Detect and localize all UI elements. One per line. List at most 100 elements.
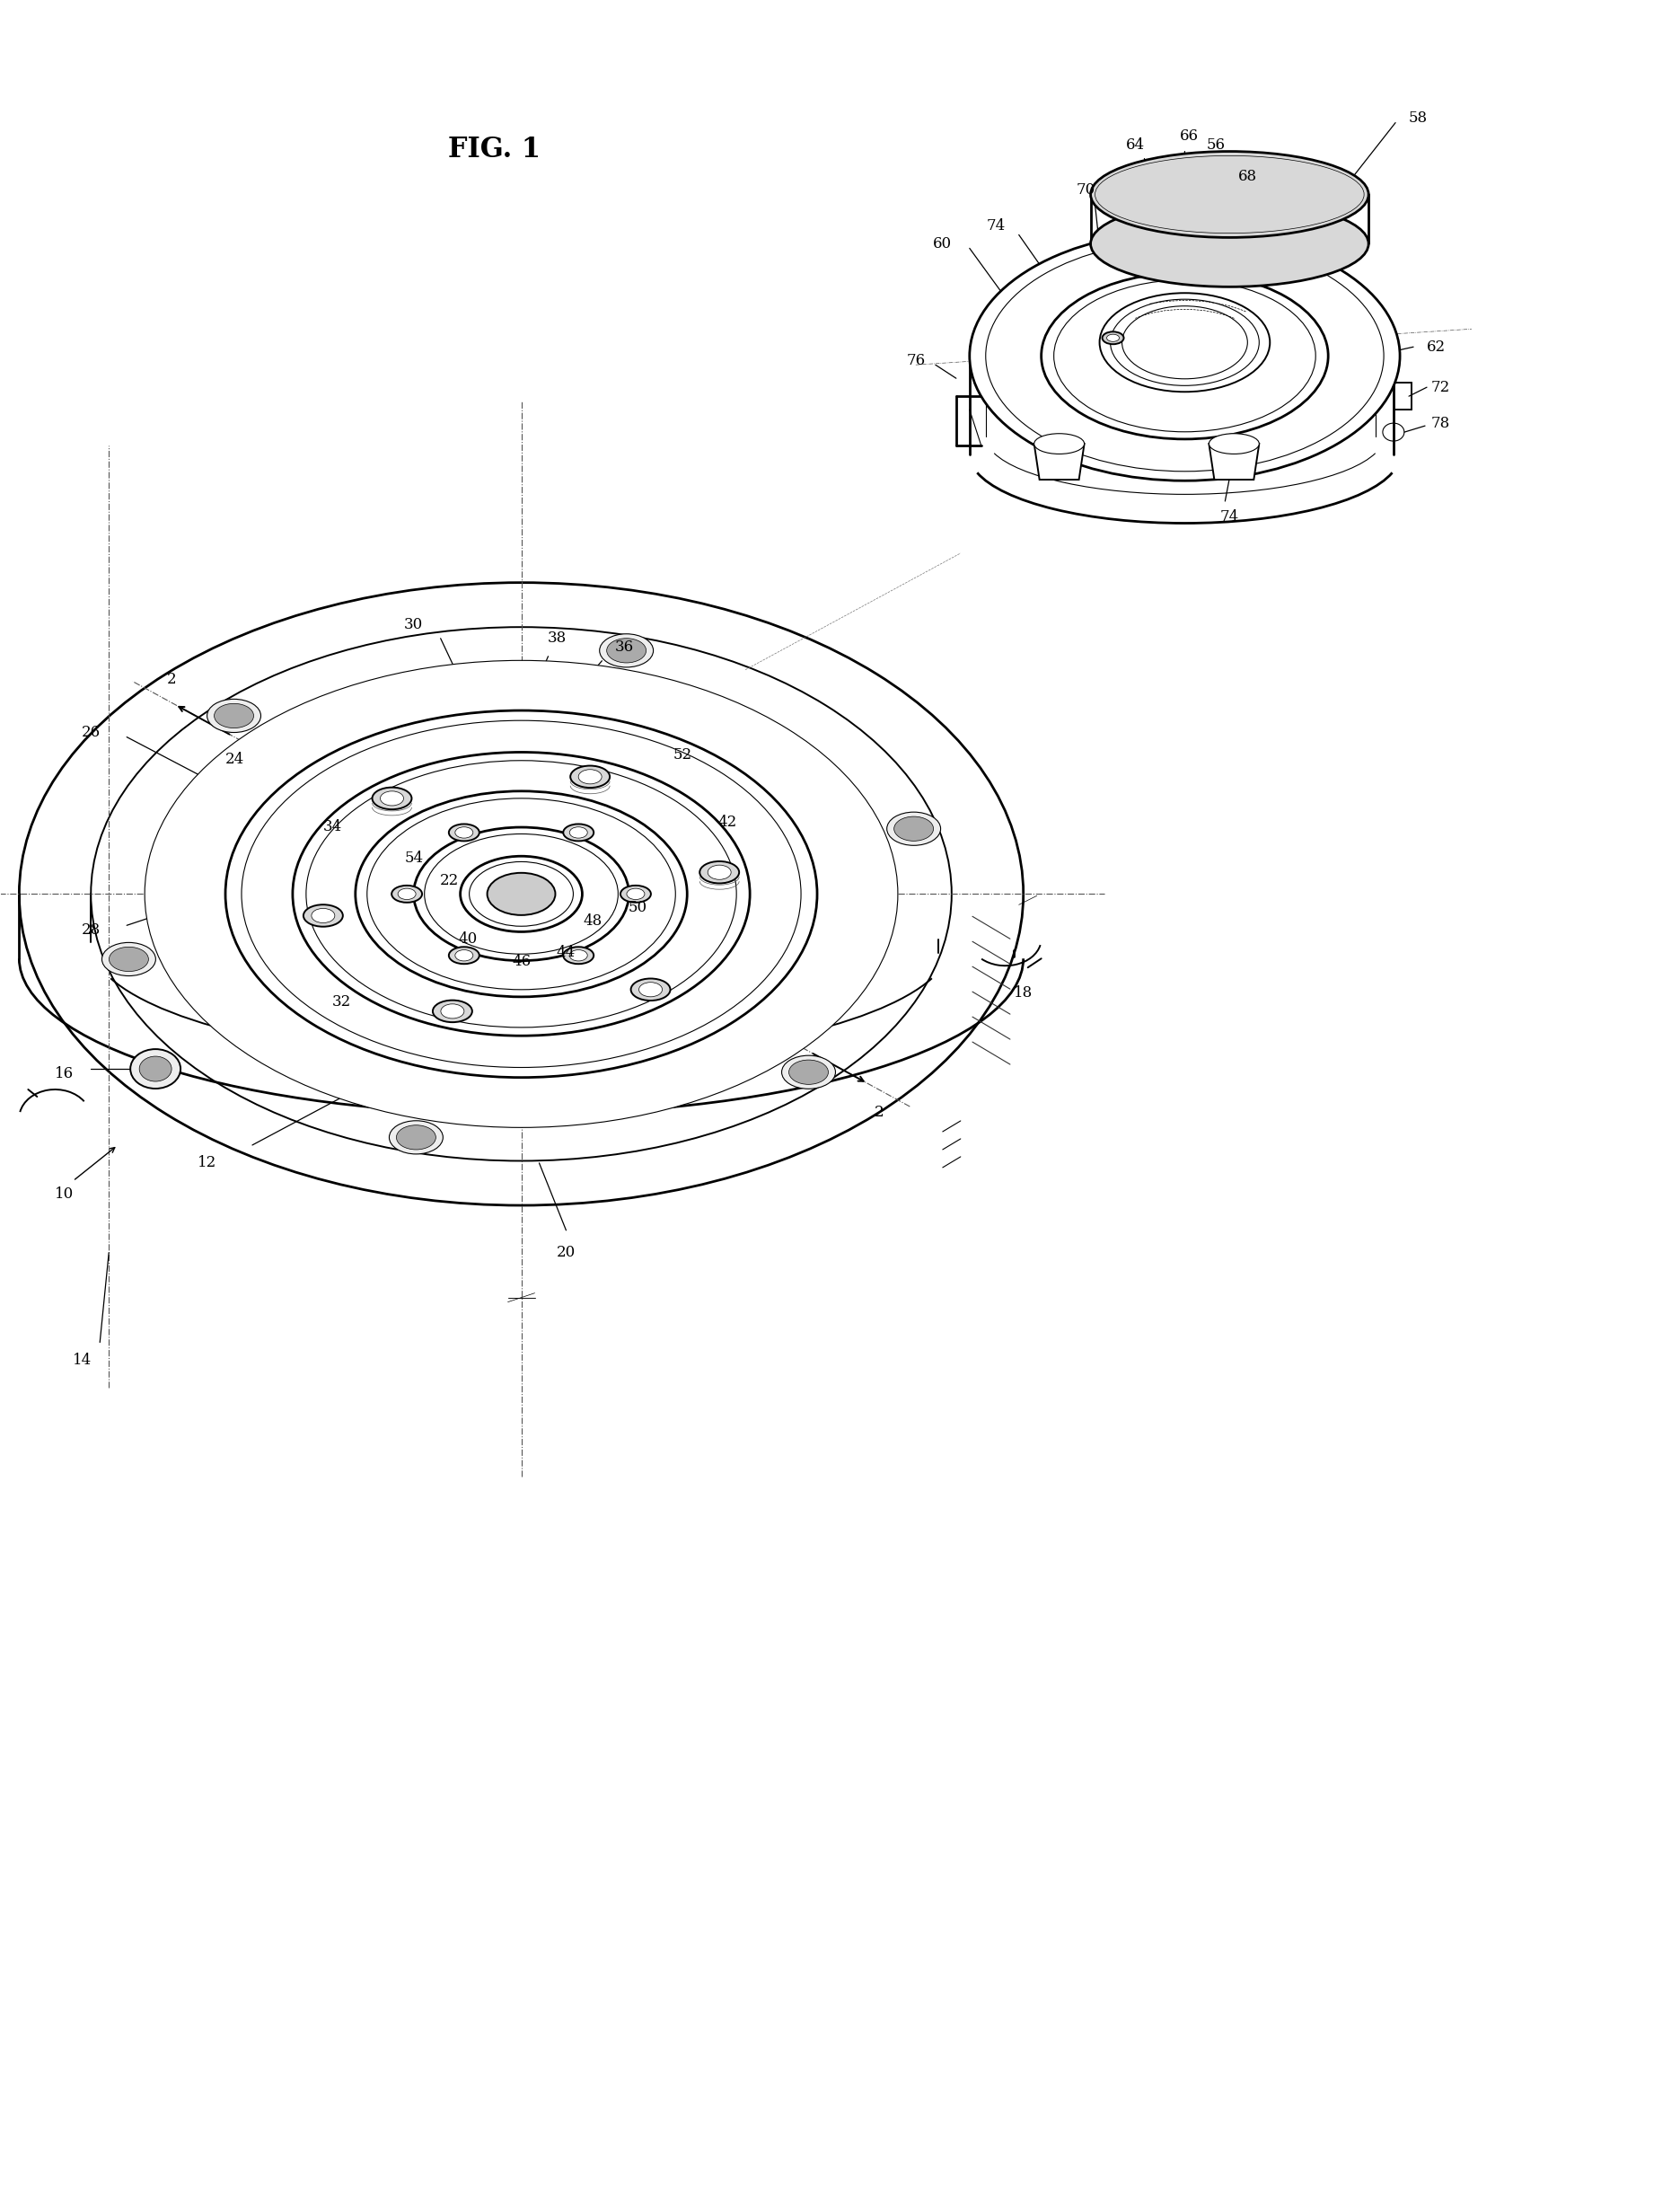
Ellipse shape — [102, 942, 156, 975]
Ellipse shape — [455, 951, 474, 962]
Ellipse shape — [1053, 279, 1315, 433]
Ellipse shape — [1102, 332, 1124, 345]
Text: 36: 36 — [615, 639, 633, 654]
Ellipse shape — [215, 703, 254, 729]
Ellipse shape — [398, 889, 417, 900]
Text: 28: 28 — [81, 922, 101, 938]
Text: 20: 20 — [556, 1245, 576, 1261]
Ellipse shape — [894, 817, 934, 841]
Text: 14: 14 — [72, 1353, 91, 1368]
Text: 50: 50 — [628, 900, 647, 916]
Ellipse shape — [306, 760, 736, 1028]
Ellipse shape — [390, 1120, 444, 1155]
Text: 2: 2 — [168, 672, 176, 687]
Ellipse shape — [18, 582, 1023, 1206]
Text: 16: 16 — [54, 1065, 74, 1080]
Text: 70: 70 — [1077, 182, 1095, 198]
Text: 42: 42 — [717, 815, 738, 830]
Text: 10: 10 — [54, 1186, 74, 1201]
Ellipse shape — [139, 1056, 171, 1080]
Polygon shape — [1035, 444, 1084, 479]
Ellipse shape — [627, 889, 645, 900]
Ellipse shape — [1090, 152, 1369, 237]
Ellipse shape — [144, 661, 897, 1127]
Ellipse shape — [225, 712, 816, 1078]
Text: 78: 78 — [1431, 415, 1450, 430]
Ellipse shape — [578, 769, 601, 784]
Ellipse shape — [638, 982, 662, 997]
Ellipse shape — [1107, 334, 1119, 343]
Ellipse shape — [304, 905, 343, 927]
Text: 18: 18 — [1013, 986, 1033, 999]
Text: 72: 72 — [1431, 380, 1450, 395]
Text: 12: 12 — [198, 1155, 217, 1170]
Ellipse shape — [91, 628, 951, 1162]
Ellipse shape — [380, 791, 403, 806]
Ellipse shape — [781, 1056, 835, 1089]
Ellipse shape — [425, 834, 618, 953]
Text: 48: 48 — [583, 914, 603, 929]
Ellipse shape — [570, 951, 588, 962]
Ellipse shape — [433, 999, 472, 1021]
Ellipse shape — [449, 946, 479, 964]
Text: 46: 46 — [512, 953, 531, 968]
Ellipse shape — [366, 799, 675, 990]
Text: 34: 34 — [324, 819, 343, 834]
Ellipse shape — [460, 856, 583, 931]
Text: 76: 76 — [906, 354, 926, 369]
Text: FIG. 1: FIG. 1 — [449, 136, 541, 163]
Text: 56: 56 — [1206, 138, 1225, 154]
Text: 60: 60 — [932, 237, 953, 250]
Text: 62: 62 — [1426, 338, 1445, 354]
Text: 54: 54 — [405, 850, 423, 865]
Ellipse shape — [109, 946, 148, 971]
Text: 38: 38 — [548, 630, 566, 646]
Ellipse shape — [986, 239, 1384, 472]
Text: 52: 52 — [674, 747, 692, 762]
Text: 44: 44 — [556, 944, 576, 960]
Ellipse shape — [373, 788, 412, 810]
Ellipse shape — [620, 885, 650, 903]
Ellipse shape — [632, 979, 670, 1001]
Ellipse shape — [1110, 299, 1258, 386]
Ellipse shape — [292, 753, 749, 1037]
Ellipse shape — [1122, 305, 1248, 380]
Ellipse shape — [563, 946, 593, 964]
Ellipse shape — [131, 1050, 180, 1089]
Ellipse shape — [455, 828, 474, 839]
Ellipse shape — [440, 1004, 464, 1019]
Ellipse shape — [207, 698, 260, 733]
Ellipse shape — [699, 861, 739, 883]
Text: 22: 22 — [440, 872, 459, 887]
Ellipse shape — [570, 828, 588, 839]
Text: 74: 74 — [1220, 509, 1240, 525]
Text: 32: 32 — [333, 995, 351, 1010]
Ellipse shape — [1090, 200, 1369, 288]
Text: 68: 68 — [1238, 169, 1257, 184]
Ellipse shape — [487, 872, 556, 916]
Text: 74: 74 — [986, 217, 1006, 233]
Polygon shape — [1210, 444, 1258, 479]
Ellipse shape — [606, 639, 647, 663]
Ellipse shape — [396, 1124, 435, 1151]
Ellipse shape — [969, 231, 1399, 481]
Text: 30: 30 — [405, 617, 423, 632]
Text: 64: 64 — [1126, 138, 1144, 154]
Ellipse shape — [570, 766, 610, 788]
Text: 58: 58 — [1408, 110, 1428, 125]
Ellipse shape — [1100, 292, 1270, 391]
Ellipse shape — [790, 1061, 828, 1085]
Ellipse shape — [887, 813, 941, 845]
Ellipse shape — [413, 828, 628, 960]
Text: 26: 26 — [81, 725, 101, 740]
Ellipse shape — [1035, 433, 1084, 455]
Ellipse shape — [1095, 156, 1364, 233]
Ellipse shape — [311, 909, 334, 922]
Ellipse shape — [356, 791, 687, 997]
Ellipse shape — [391, 885, 422, 903]
Ellipse shape — [242, 720, 801, 1067]
Ellipse shape — [563, 824, 593, 841]
Text: 24: 24 — [225, 751, 244, 766]
Ellipse shape — [1210, 433, 1258, 455]
Text: 66: 66 — [1179, 130, 1198, 143]
